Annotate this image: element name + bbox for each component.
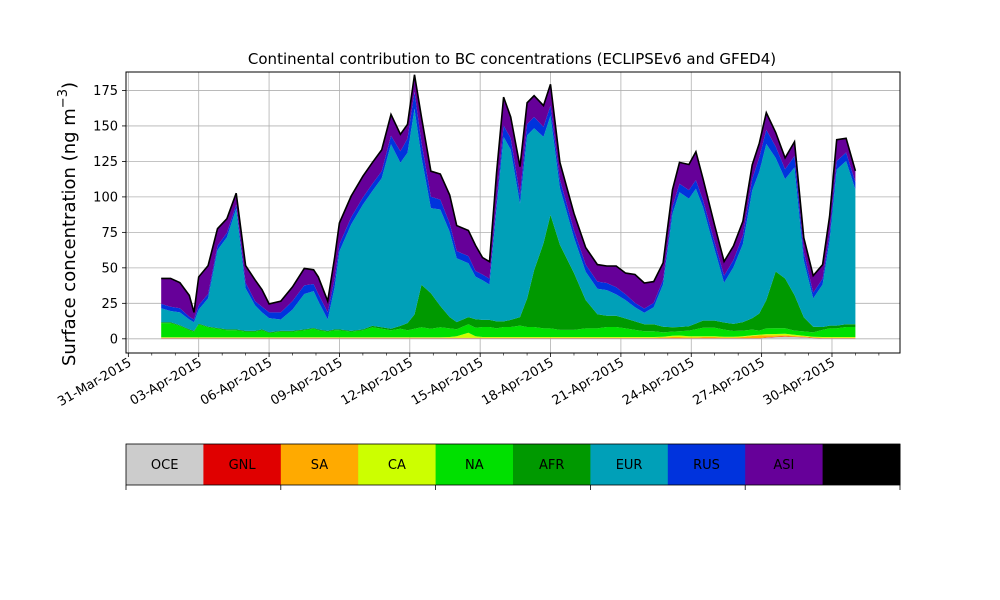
colorbar-label-ca: CA	[388, 458, 406, 473]
colorbar-swatch-na	[435, 444, 514, 485]
colorbar-swatch-oce	[126, 444, 204, 485]
y-tick-label: 150	[93, 119, 118, 134]
y-tick-label: 25	[101, 297, 118, 312]
y-tick-label: 100	[93, 190, 118, 205]
y-tick-label: 175	[93, 84, 118, 99]
x-tick-label: 03-Apr-2015	[128, 355, 205, 408]
area-ca	[161, 332, 856, 338]
colorbar-label-gnl: GNL	[229, 458, 257, 473]
colorbar-label-aus: AUS	[848, 458, 875, 473]
y-tick-label: 50	[101, 261, 118, 276]
colorbar-label-afr: AFR	[539, 458, 564, 473]
x-tick-label: 27-Apr-2015	[690, 355, 767, 408]
x-tick-label: 21-Apr-2015	[550, 355, 627, 408]
colorbar-frame	[125, 443, 901, 486]
x-tick-label: 06-Apr-2015	[198, 355, 275, 408]
x-tick-label: 24-Apr-2015	[620, 355, 697, 408]
y-tick-label: 125	[93, 155, 118, 170]
y-axis: 0 25 50 75 100 125 150 175	[93, 84, 126, 347]
x-tick-label: 15-Apr-2015	[409, 355, 486, 408]
total-line	[161, 74, 857, 313]
chart-title: Continental contribution to BC concentra…	[248, 50, 776, 68]
x-tick-label: 18-Apr-2015	[479, 355, 556, 408]
y-tick-label: 0	[110, 332, 118, 347]
y-axis-label-main: Surface concentration (ng m	[59, 108, 80, 366]
area-oce	[161, 336, 856, 339]
colorbar-swatch-ca	[358, 444, 437, 485]
plot-frame	[125, 71, 901, 354]
colorbar-legend: OCE GNL SA CA NA AFR EUR RUS ASI AUS	[125, 443, 901, 490]
total-line-group	[161, 74, 857, 313]
area-na	[161, 323, 856, 338]
area-eur	[161, 108, 856, 333]
colorbar-swatch-sa	[280, 444, 359, 485]
colorbar-swatch-rus	[667, 444, 746, 485]
colorbar-label-na: NA	[465, 458, 484, 473]
x-axis: 31-Mar-201503-Apr-201506-Apr-201509-Apr-…	[55, 353, 880, 410]
x-tick-label: 30-Apr-2015	[761, 355, 838, 408]
y-axis-label: Surface concentration (ng m−3)	[56, 82, 80, 366]
colorbar-swatch-asi	[745, 444, 824, 485]
colorbar-label-asi: ASI	[773, 458, 794, 473]
x-tick-label: 12-Apr-2015	[339, 355, 416, 408]
colorbar-label-sa: SA	[311, 458, 328, 473]
colorbar-label-eur: EUR	[616, 458, 643, 473]
colorbar-label-rus: RUS	[693, 458, 720, 473]
colorbar-swatch-eur	[590, 444, 669, 485]
colorbar-swatch-afr	[513, 444, 591, 485]
area-sa	[161, 335, 856, 339]
area-rus	[161, 91, 856, 323]
colorbar-swatch-aus	[822, 444, 901, 485]
colorbar-label-oce: OCE	[151, 458, 179, 473]
area-gnl	[161, 336, 856, 339]
y-tick-label: 75	[101, 226, 118, 241]
area-afr	[161, 214, 856, 333]
x-tick-label: 09-Apr-2015	[268, 355, 345, 408]
y-axis-label-close: )	[59, 82, 80, 89]
y-axis-label-superscript: −3	[56, 89, 71, 108]
colorbar-swatch-gnl	[203, 444, 282, 485]
